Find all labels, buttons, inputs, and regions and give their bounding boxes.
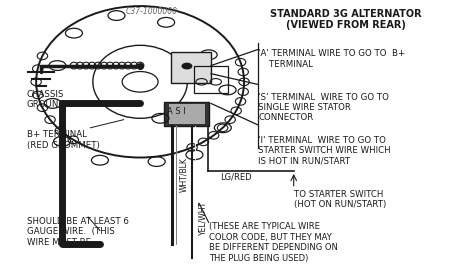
Text: C37-1000000: C37-1000000: [126, 7, 178, 16]
Text: (THESE ARE TYPICAL WIRE
COLOR CODE, BUT THEY MAY
BE DIFFERENT DEPENDING ON
THE P: (THESE ARE TYPICAL WIRE COLOR CODE, BUT …: [209, 222, 337, 262]
Text: 'I' TERMINAL  WIRE TO GO TO
STARTER SWITCH WIRE WHICH
IS HOT IN RUN/START: 'I' TERMINAL WIRE TO GO TO STARTER SWITC…: [258, 136, 391, 166]
Text: B+ TERMINAL
(RED GROMMET): B+ TERMINAL (RED GROMMET): [27, 130, 100, 150]
Bar: [194, 65, 228, 93]
Text: SHOULD BE AT LEAST 6
GAUGE WIRE.  (THIS
WIRE MUST BE: SHOULD BE AT LEAST 6 GAUGE WIRE. (THIS W…: [27, 217, 128, 247]
Bar: [171, 52, 211, 83]
Text: YEL/WHT: YEL/WHT: [198, 201, 207, 235]
Text: TO STARTER SWITCH
(HOT ON RUN/START): TO STARTER SWITCH (HOT ON RUN/START): [294, 190, 386, 209]
Text: STANDARD 3G ALTERNATOR
(VIEWED FROM REAR): STANDARD 3G ALTERNATOR (VIEWED FROM REAR…: [270, 9, 421, 30]
Text: A S I: A S I: [167, 107, 186, 116]
Text: WHT/BLK: WHT/BLK: [179, 158, 188, 192]
Text: CHASSIS
GROUND: CHASSIS GROUND: [27, 90, 66, 109]
Text: 'A' TERMINAL WIRE TO GO TO  B+
    TERMINAL: 'A' TERMINAL WIRE TO GO TO B+ TERMINAL: [258, 49, 406, 69]
Text: LG/RED: LG/RED: [220, 172, 252, 181]
Bar: [164, 102, 209, 126]
Bar: [167, 104, 205, 124]
Circle shape: [182, 63, 191, 69]
Text: 'S' TERMINAL  WIRE TO GO TO
SINGLE WIRE STATOR
CONNECTOR: 'S' TERMINAL WIRE TO GO TO SINGLE WIRE S…: [258, 93, 389, 122]
